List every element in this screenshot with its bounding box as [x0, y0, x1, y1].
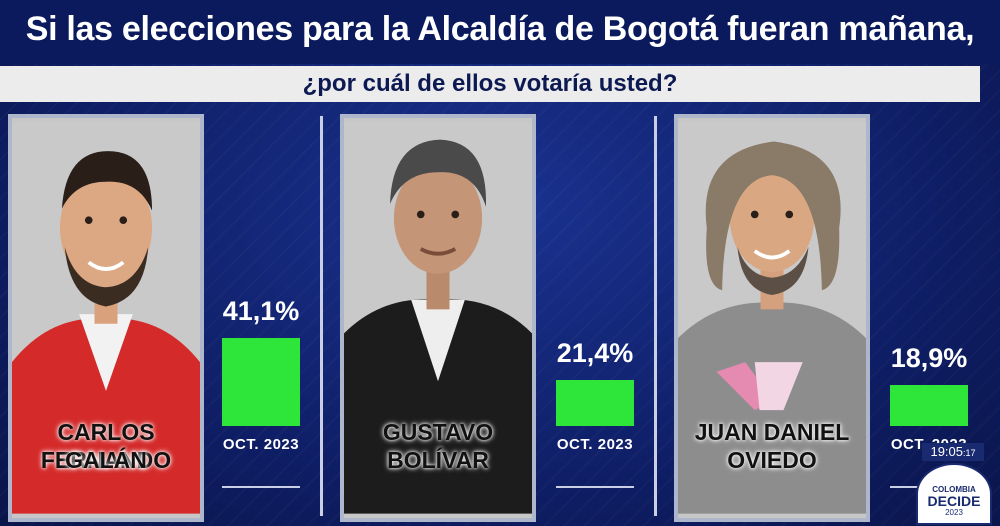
colombia-decide-logo: COLOMBIA DECIDE 2023	[916, 463, 992, 525]
candidate-name-line2: OVIEDO	[727, 447, 817, 473]
clock-seconds: :17	[963, 448, 976, 458]
logo-line2: DECIDE	[927, 493, 981, 509]
value-label: 18,9%	[890, 343, 968, 374]
period-label: OCT. 2023	[222, 436, 300, 453]
candidate-photo-bolivar	[344, 122, 532, 514]
period-label: OCT. 2023	[556, 436, 634, 453]
candidate-name-line1: CARLOS FERNANDO	[40, 419, 172, 473]
candidate-name-line1: GUSTAVO	[382, 419, 494, 445]
candidate-name-line2: GALÁN	[65, 447, 147, 473]
candidate-card-galan: CARLOS FERNANDO GALÁN	[8, 114, 204, 522]
column-divider	[654, 116, 657, 516]
page-subtitle: ¿por cuál de ellos votaría usted?	[0, 66, 980, 102]
bar-galan	[222, 337, 300, 426]
logo-line3: 2023	[945, 508, 963, 517]
bar-oviedo	[890, 385, 968, 426]
value-label: 21,4%	[556, 337, 634, 368]
baseline-rule	[222, 486, 300, 488]
candidate-card-oviedo: JUAN DANIEL OVIEDO	[674, 114, 870, 522]
clock-time: 19:05	[930, 444, 964, 459]
candidate-card-bolivar: GUSTAVO BOLÍVAR	[340, 114, 536, 522]
value-label: 41,1%	[222, 295, 300, 326]
broadcast-clock: 19:05:17	[922, 443, 984, 461]
page-title: Si las elecciones para la Alcaldía de Bo…	[0, 0, 1000, 64]
bar-bolivar	[556, 379, 634, 426]
baseline-rule	[556, 486, 634, 488]
column-divider	[320, 116, 323, 516]
candidate-name-line2: BOLÍVAR	[387, 447, 489, 473]
logo-line1: COLOMBIA	[932, 485, 976, 494]
candidate-photo-galan	[12, 122, 200, 514]
candidate-name-line1: JUAN DANIEL	[694, 419, 850, 445]
candidate-photo-oviedo	[678, 122, 866, 514]
